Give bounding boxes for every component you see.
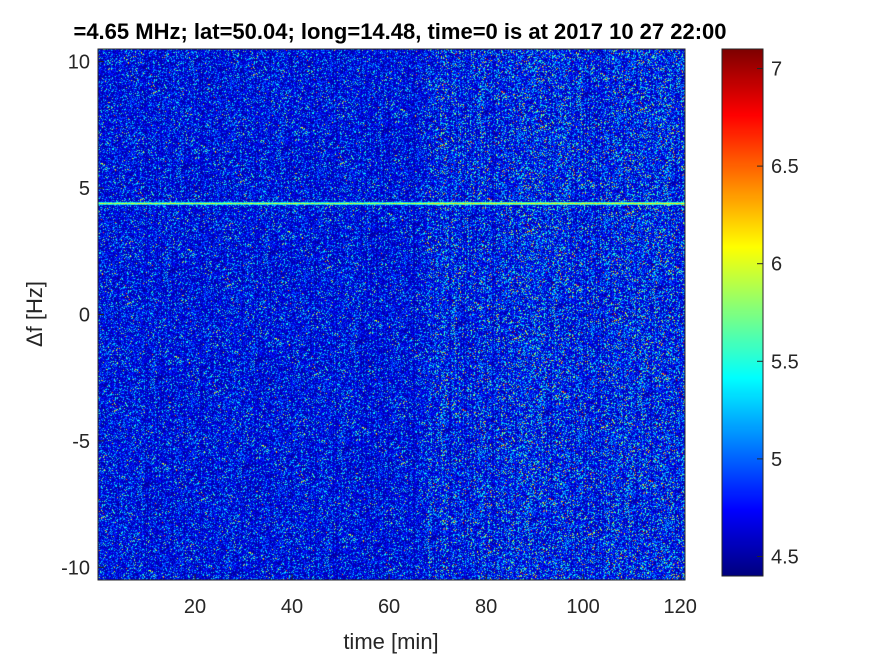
colorbar-tick-label-3: 5.5 [771,351,799,373]
y-tick-label-3: -5 [72,431,90,453]
x-tick-label-4: 100 [566,596,599,618]
y-tick-label-0: 10 [68,52,90,74]
y-tick-label-1: 5 [79,178,90,200]
x-tick-label-1: 40 [281,596,303,618]
colorbar-canvas [722,49,763,576]
colorbar-tick-label-5: 4.5 [771,546,799,568]
colorbar-tick-label-4: 5 [771,449,782,471]
y-tick-label-2: 0 [79,305,90,327]
x-axis: 20 40 60 80 100 120 [184,574,697,618]
heatmap-area [98,49,685,580]
x-tick-label-0: 20 [184,596,206,618]
y-axis: 10 5 0 -5 -10 [61,52,104,579]
x-tick-label-5: 120 [663,596,696,618]
heatmap-canvas [98,49,685,580]
colorbar-ticks: 7 6.5 6 5.5 5 4.5 [757,59,799,568]
colorbar-tick-label-0: 7 [771,59,782,81]
colorbar-frame [721,48,764,577]
colorbar [722,49,763,576]
colorbar-tick-label-1: 6.5 [771,156,799,178]
colorbar-tick-label-2: 6 [771,254,782,276]
x-tick-label-3: 80 [475,596,497,618]
x-axis-label: time [min] [343,629,438,654]
y-axis-label: Δf [Hz] [22,281,47,347]
y-tick-label-4: -10 [61,557,90,579]
x-tick-label-2: 60 [378,596,400,618]
chart-title: =4.65 MHz; lat=50.04; long=14.48, time=0… [73,19,726,44]
